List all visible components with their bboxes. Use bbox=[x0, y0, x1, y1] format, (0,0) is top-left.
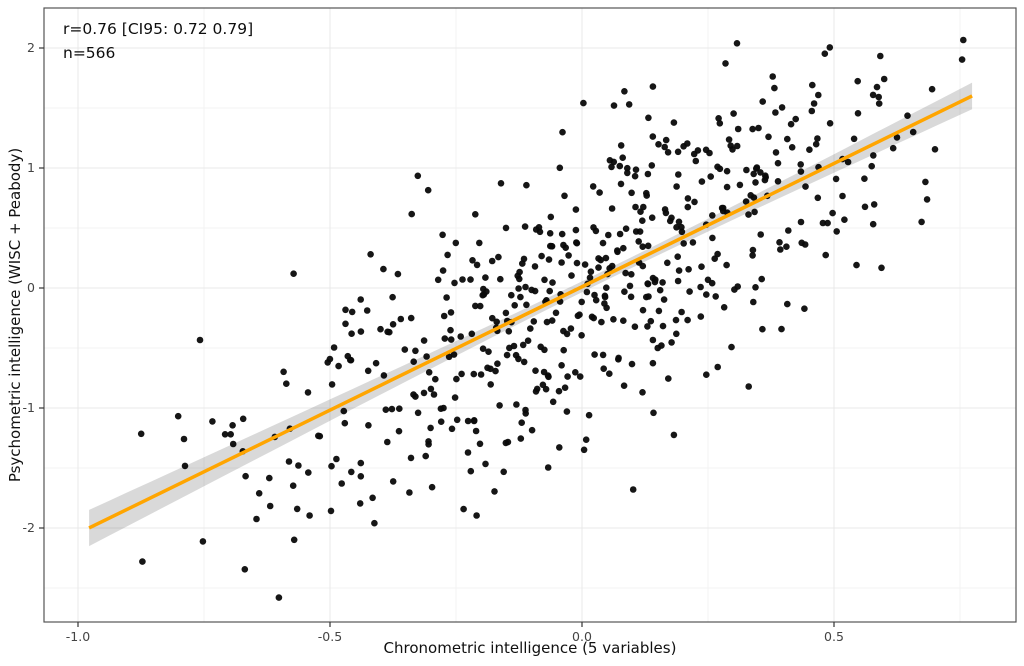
regression-line bbox=[88, 94, 973, 530]
correlation-text: r=0.76 [CI95: 0.72 0.79] bbox=[63, 20, 254, 38]
y-axis-title: Psychometric intelligence (WISC + Peabod… bbox=[6, 147, 24, 483]
grid-lines bbox=[44, 8, 1016, 622]
y-tick-label: 0 bbox=[27, 280, 35, 295]
x-tick-label: 0.5 bbox=[824, 629, 844, 644]
x-tick-label: -0.5 bbox=[318, 629, 342, 644]
confidence-band bbox=[89, 82, 973, 547]
x-axis-title: Chronometric intelligence (5 variables) bbox=[383, 639, 677, 657]
stats-annotation: r=0.76 [CI95: 0.72 0.79] n=566 bbox=[63, 17, 253, 65]
sample-size-text: n=566 bbox=[63, 44, 116, 62]
y-tick-label: -2 bbox=[23, 520, 35, 535]
scatter-points bbox=[137, 36, 967, 601]
y-tick-label: 1 bbox=[27, 160, 35, 175]
x-tick-label: 0.0 bbox=[572, 629, 592, 644]
panel-border bbox=[43, 7, 1017, 623]
y-tick-label: -1 bbox=[23, 400, 35, 415]
y-tick-label: 2 bbox=[27, 40, 35, 55]
axis-ticks: -1.0 -0.5 0.0 0.5 -2 -1 0 1 2 bbox=[23, 40, 844, 644]
x-tick-label: -1.0 bbox=[66, 629, 90, 644]
